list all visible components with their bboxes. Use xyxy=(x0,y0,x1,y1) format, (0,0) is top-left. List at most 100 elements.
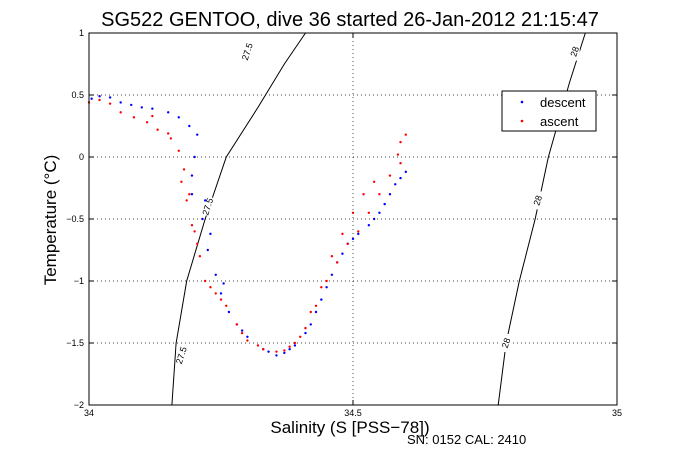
data-point-descent xyxy=(196,133,199,136)
legend-marker-ascent xyxy=(520,119,524,123)
data-point-descent xyxy=(283,351,286,355)
data-point-descent xyxy=(130,103,133,107)
data-point-ascent xyxy=(304,326,307,330)
data-point-ascent xyxy=(219,298,223,301)
data-point-descent xyxy=(309,323,312,326)
data-point-ascent xyxy=(196,242,199,245)
data-point-ascent xyxy=(357,230,360,233)
data-point-descent xyxy=(203,199,207,202)
data-point-ascent xyxy=(283,349,286,352)
data-point-descent xyxy=(177,116,180,119)
data-point-ascent xyxy=(167,132,170,135)
contour-label: 28 xyxy=(500,337,513,350)
data-point-ascent xyxy=(388,174,392,177)
data-point-ascent xyxy=(367,211,371,214)
data-points xyxy=(87,95,407,357)
contour-label: 28 xyxy=(568,45,581,58)
data-point-ascent xyxy=(256,344,260,347)
data-point-ascent xyxy=(203,279,207,283)
data-point-ascent xyxy=(335,261,339,264)
data-point-ascent xyxy=(209,286,212,289)
data-point-ascent xyxy=(262,348,265,351)
data-point-descent xyxy=(357,232,360,236)
data-point-descent xyxy=(167,111,170,114)
grid-lines xyxy=(89,33,617,405)
y-tick-label: 1 xyxy=(79,28,84,38)
data-point-descent xyxy=(119,101,122,104)
data-point-descent xyxy=(214,273,217,276)
data-point-ascent xyxy=(396,153,400,156)
data-point-ascent xyxy=(108,102,112,105)
data-point-descent xyxy=(206,248,209,252)
data-point-descent xyxy=(108,96,112,99)
y-tick-label: −2 xyxy=(74,400,84,410)
data-point-ascent xyxy=(180,180,183,183)
contour-label-bg xyxy=(532,191,543,210)
y-tick-label: −0.5 xyxy=(66,214,84,224)
data-point-descent xyxy=(190,193,194,196)
data-point-ascent xyxy=(362,193,365,196)
data-point-descent xyxy=(267,350,270,353)
data-point-ascent xyxy=(119,111,122,114)
density-contour-line xyxy=(171,32,306,406)
data-point-descent xyxy=(304,331,307,335)
data-point-descent xyxy=(293,344,297,347)
legend-box xyxy=(501,90,597,132)
data-point-descent xyxy=(378,211,381,214)
density-contour-line xyxy=(497,32,586,406)
contour-label-bg xyxy=(501,334,512,352)
data-point-ascent xyxy=(177,149,180,152)
contour-label: 28 xyxy=(531,194,544,207)
data-point-ascent xyxy=(151,114,154,118)
data-point-ascent xyxy=(156,128,159,131)
x-tick-label: 34.5 xyxy=(344,408,362,418)
y-tick-label: 0 xyxy=(79,152,84,162)
data-point-descent xyxy=(246,335,249,338)
data-point-descent xyxy=(367,224,371,227)
data-point-descent xyxy=(394,183,397,186)
data-point-ascent xyxy=(185,199,188,202)
data-point-ascent xyxy=(351,211,355,214)
y-tick-label: −1 xyxy=(74,276,84,286)
legend-label-ascent: ascent xyxy=(540,114,579,129)
contour-label-bg xyxy=(569,42,580,61)
data-point-descent xyxy=(240,329,244,332)
legend: descent ascent xyxy=(501,90,597,132)
data-point-descent xyxy=(222,282,225,285)
data-point-ascent xyxy=(404,133,407,136)
data-point-descent xyxy=(404,170,407,174)
data-point-descent xyxy=(325,286,328,289)
contour-label-bg xyxy=(202,197,213,216)
data-point-descent xyxy=(190,174,194,177)
data-point-descent xyxy=(201,217,204,221)
data-point-ascent xyxy=(288,345,291,348)
contour-label-bg xyxy=(242,42,253,61)
data-point-ascent xyxy=(275,350,278,353)
data-point-ascent xyxy=(314,304,318,307)
data-point-ascent xyxy=(293,341,297,345)
data-point-ascent xyxy=(132,116,136,119)
data-point-ascent xyxy=(325,279,328,283)
data-point-descent xyxy=(151,107,154,110)
data-point-descent xyxy=(193,155,196,159)
data-point-ascent xyxy=(320,286,323,289)
serial-calibration-note: SN: 0152 CAL: 2410 xyxy=(407,432,526,447)
data-point-ascent xyxy=(235,323,239,326)
data-point-descent xyxy=(383,202,386,206)
y-tick-label: −1.5 xyxy=(66,338,84,348)
data-point-ascent xyxy=(346,242,349,245)
legend-label-descent: descent xyxy=(540,95,586,110)
axis-ticks: 34 34.5 35 −2 −1.5 −1 −0.5 0 0.5 1 xyxy=(66,28,622,418)
data-point-descent xyxy=(219,292,223,295)
data-point-descent xyxy=(341,252,344,255)
data-point-ascent xyxy=(330,255,334,258)
data-point-descent xyxy=(314,310,318,314)
data-point-descent xyxy=(275,354,278,357)
data-point-descent xyxy=(388,193,392,196)
data-point-ascent xyxy=(399,162,402,165)
data-point-ascent xyxy=(188,193,191,196)
legend-marker-descent xyxy=(520,100,524,104)
